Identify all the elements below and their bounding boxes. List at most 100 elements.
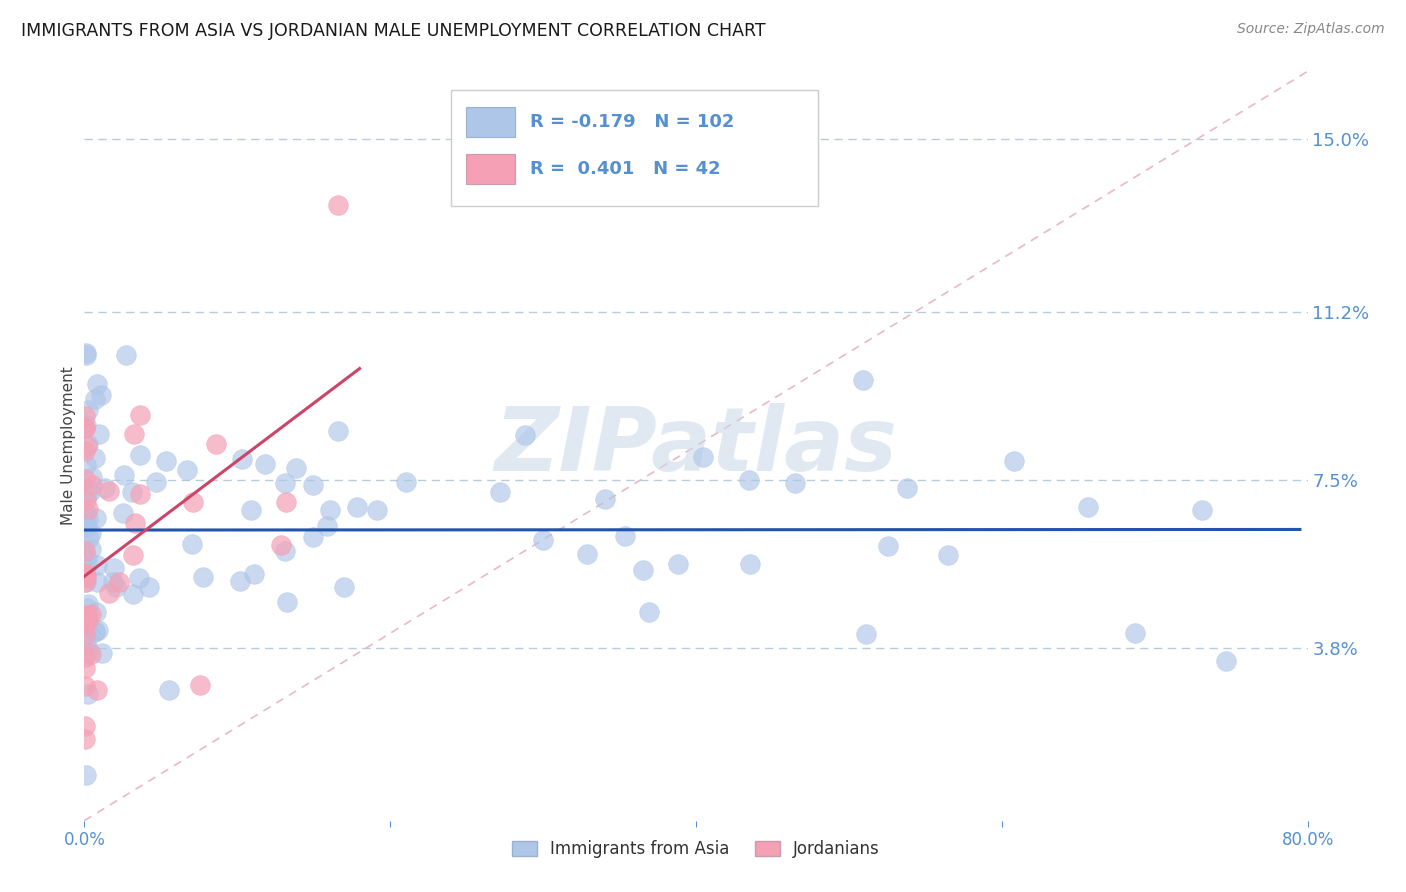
Point (1077, 500, 1099, 514)
FancyBboxPatch shape (451, 90, 818, 206)
Point (138, 580, 160, 594)
Point (75, 650, 97, 665)
Point (188, 678, 211, 692)
Point (75, 719, 97, 733)
Point (86, 683, 108, 698)
Text: ZIPatlas: ZIPatlas (495, 402, 897, 490)
Point (302, 478, 325, 492)
Point (86, 377, 108, 392)
Point (181, 537, 204, 551)
Point (129, 487, 152, 501)
Point (122, 548, 145, 562)
Point (75, 493, 97, 508)
Point (76, 439, 98, 453)
Point (318, 503, 340, 517)
Point (75, 348, 97, 362)
Point (231, 452, 253, 467)
Point (101, 575, 124, 590)
Point (75, 421, 97, 435)
Point (76, 502, 98, 516)
Point (692, 450, 714, 464)
Point (80, 647, 103, 661)
Point (75, 567, 97, 582)
Point (631, 563, 654, 577)
Point (76, 645, 98, 659)
Point (75, 570, 97, 584)
Point (77, 687, 100, 701)
Point (176, 463, 198, 477)
Point (1215, 654, 1237, 668)
Point (87, 426, 110, 441)
Point (328, 425, 350, 439)
Point (111, 506, 134, 520)
Legend: Immigrants from Asia, Jordanians: Immigrants from Asia, Jordanians (505, 833, 887, 864)
Point (122, 426, 145, 441)
Text: IMMIGRANTS FROM ASIA VS JORDANIAN MALE UNEMPLOYMENT CORRELATION CHART: IMMIGRANTS FROM ASIA VS JORDANIAN MALE U… (21, 22, 766, 40)
Point (1191, 503, 1213, 517)
Point (191, 570, 214, 584)
Point (76, 553, 98, 567)
Text: Source: ZipAtlas.com: Source: ZipAtlas.com (1237, 22, 1385, 37)
Point (316, 518, 339, 533)
Point (666, 557, 689, 571)
Point (84, 624, 107, 638)
Point (896, 481, 918, 495)
Point (75, 458, 97, 472)
Point (84, 511, 107, 525)
Point (129, 448, 152, 462)
Point (84, 605, 107, 619)
Point (82, 469, 104, 483)
Point (394, 475, 416, 489)
Point (79, 485, 101, 500)
Point (75, 566, 97, 580)
Point (285, 461, 308, 475)
Point (82, 478, 104, 492)
Point (333, 580, 356, 594)
Point (124, 516, 146, 530)
Point (75, 516, 97, 530)
Point (1123, 625, 1146, 640)
Point (270, 537, 292, 551)
Point (128, 571, 150, 585)
Point (75, 575, 97, 590)
Point (86, 574, 108, 589)
Point (103, 561, 125, 575)
Point (84, 392, 107, 406)
Point (98, 484, 121, 499)
Point (90, 388, 112, 402)
Point (274, 475, 297, 490)
Point (76, 639, 98, 653)
Text: R = -0.179   N = 102: R = -0.179 N = 102 (530, 112, 734, 130)
Point (75, 613, 97, 627)
Point (75, 444, 97, 458)
Point (531, 533, 554, 547)
Point (121, 484, 143, 499)
Point (75, 768, 97, 782)
Y-axis label: Male Unemployment: Male Unemployment (60, 367, 76, 525)
Point (877, 539, 900, 553)
Point (229, 574, 252, 589)
Point (75, 570, 97, 584)
Point (936, 548, 959, 562)
Point (254, 457, 277, 471)
Point (75, 421, 97, 435)
Point (75, 517, 97, 532)
Point (614, 529, 637, 543)
Point (159, 683, 181, 698)
Point (274, 495, 297, 509)
Point (75, 661, 97, 675)
Point (84, 624, 107, 639)
Point (75, 608, 97, 623)
Point (91, 646, 114, 660)
Point (98, 586, 121, 600)
Point (75, 575, 97, 590)
Point (77, 613, 100, 627)
Point (84, 450, 107, 465)
Bar (465, 153, 515, 184)
Point (87, 623, 110, 637)
Point (855, 626, 877, 640)
Point (75, 543, 97, 558)
Point (79, 541, 101, 556)
Point (75, 409, 97, 424)
Point (105, 580, 128, 594)
